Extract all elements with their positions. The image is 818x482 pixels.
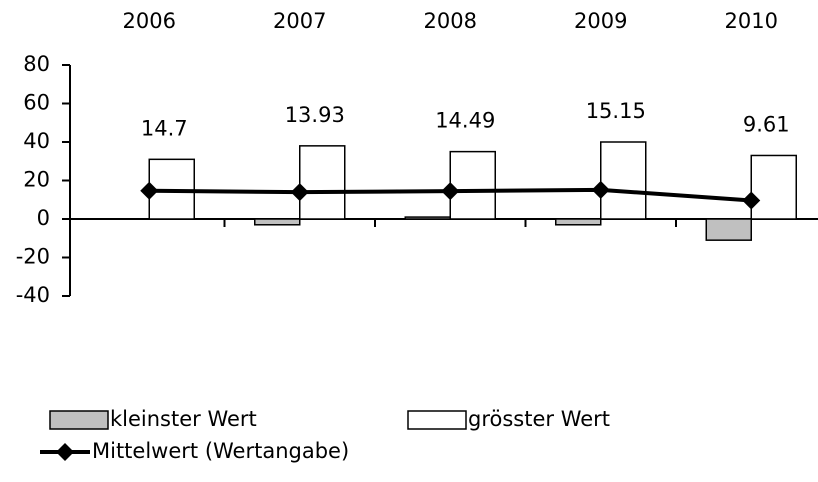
y-tick-label: 80 [23, 52, 50, 76]
legend-label: grösster Wert [468, 407, 610, 431]
bar [299, 145, 346, 220]
bar [750, 154, 797, 220]
bar [449, 150, 496, 220]
marker [140, 181, 159, 200]
y-tick-label: 0 [37, 206, 50, 230]
y-tick-label: 20 [23, 168, 50, 192]
marker [591, 180, 610, 199]
bar [404, 216, 451, 220]
y-tick-label: -40 [16, 283, 50, 307]
bar [600, 141, 647, 220]
bar [555, 218, 602, 226]
x-tick-label: 2010 [725, 9, 778, 33]
x-tick-label: 2009 [574, 9, 627, 33]
legend-swatch [49, 410, 109, 430]
data-label: 14.49 [435, 109, 495, 133]
data-label: 9.61 [743, 112, 790, 136]
x-tick-label: 2007 [273, 9, 326, 33]
bar [254, 218, 301, 226]
x-tick-label: 2006 [123, 9, 176, 33]
y-tick-label: -20 [16, 245, 50, 269]
data-label: 15.15 [586, 99, 646, 123]
legend-label: Mittelwert (Wertangabe) [92, 439, 349, 463]
marker [290, 183, 309, 202]
marker [441, 182, 460, 201]
bar [705, 218, 752, 241]
y-tick-label: 60 [23, 91, 50, 115]
legend-marker [56, 443, 74, 461]
x-tick-label: 2008 [424, 9, 477, 33]
data-label: 14.7 [141, 116, 188, 140]
legend-label: kleinster Wert [110, 407, 257, 431]
marker [742, 191, 761, 210]
legend-swatch [407, 410, 467, 430]
y-tick-label: 40 [23, 129, 50, 153]
data-label: 13.93 [285, 103, 345, 127]
